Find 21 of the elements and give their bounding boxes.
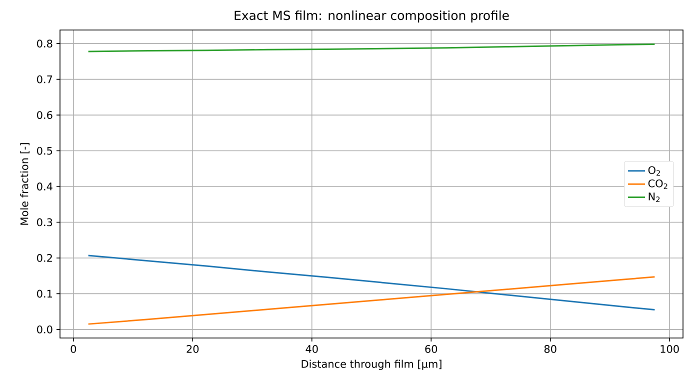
legend-label: N$_{2}$ xyxy=(648,192,660,202)
x-tick-label: 80 xyxy=(544,345,556,353)
y-tick-label: 0.1 xyxy=(37,290,52,298)
legend-label: O$_{2}$ xyxy=(648,166,660,176)
y-axis-title: Mole fraction [-] xyxy=(20,143,30,225)
y-tick-label: 0.3 xyxy=(37,218,52,226)
y-tick-label: 0.4 xyxy=(37,182,52,190)
x-tick-label: 100 xyxy=(660,345,679,353)
y-tick-label: 0.7 xyxy=(37,75,52,84)
y-tick-label: 0.8 xyxy=(37,40,52,48)
x-tick-label: 20 xyxy=(186,345,199,353)
y-tick-label: 0.2 xyxy=(37,254,52,262)
x-axis-title: Distance through film [μm] xyxy=(302,360,442,370)
y-tick-label: 0.6 xyxy=(37,111,52,119)
y-tick-label: 0.0 xyxy=(37,325,52,334)
x-tick-label: 0 xyxy=(70,345,76,353)
legend-label: CO$_{2}$ xyxy=(648,179,668,189)
y-tick-label: 0.5 xyxy=(37,146,52,155)
x-tick-label: 40 xyxy=(306,345,318,353)
x-tick-label: 60 xyxy=(425,345,438,353)
chart-title: Exact MS film: nonlinear composition profile xyxy=(234,10,509,23)
